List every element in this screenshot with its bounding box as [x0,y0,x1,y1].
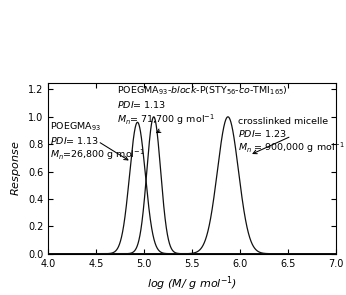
Text: POEGMA$_{93}$
$PDI$= 1.13
$M_n$=26,800 g mol$^{-1}$: POEGMA$_{93}$ $PDI$= 1.13 $M_n$=26,800 g… [51,120,145,162]
Text: POEGMA$_{93}$-$block$-P(STY$_{56}$-$co$-TMI$_{165}$)
$PDI$= 1.13
$M_n$= 71,700 g: POEGMA$_{93}$-$block$-P(STY$_{56}$-$co$-… [117,85,288,133]
X-axis label: log ($M$/ g mol$^{-1}$): log ($M$/ g mol$^{-1}$) [147,274,237,293]
Y-axis label: $Response$: $Response$ [9,140,22,196]
Text: crosslinked micelle
$PDI$= 1.23
$M_n$ = 900,000 g mol$^{-1}$: crosslinked micelle $PDI$= 1.23 $M_n$ = … [238,117,345,155]
